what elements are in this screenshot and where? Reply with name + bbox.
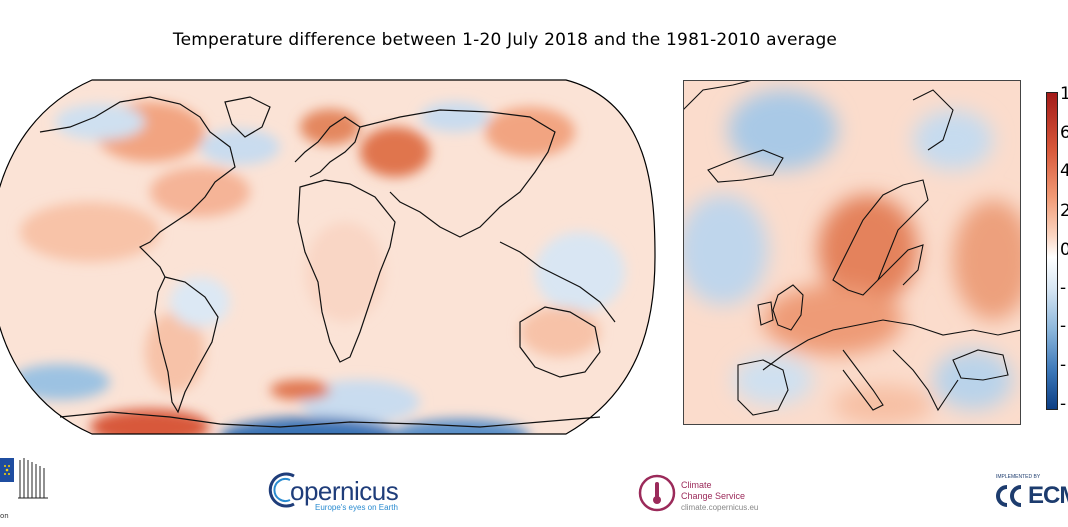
anomaly-black-sea bbox=[933, 350, 1013, 410]
copernicus-wordmark: opernicus bbox=[290, 476, 399, 506]
copernicus-tagline: Europe's eyes on Earth bbox=[315, 503, 398, 512]
anomaly-siberia bbox=[420, 102, 490, 132]
anomaly-antarctic-cold-east bbox=[390, 419, 530, 434]
coast-asia bbox=[359, 109, 556, 238]
coast-south-america bbox=[154, 276, 219, 414]
anomaly-caspian bbox=[360, 127, 430, 177]
anomaly-australia bbox=[520, 307, 600, 357]
anomaly-central-europe bbox=[763, 285, 903, 355]
anomaly-south-america bbox=[145, 312, 205, 392]
ecmwf-arc-2 bbox=[1010, 485, 1022, 507]
coast-antarctica bbox=[59, 411, 601, 428]
colorbar-tick-label: - bbox=[1060, 316, 1067, 336]
c3s-name-line2: Change Service bbox=[681, 491, 746, 501]
anomaly-iceland-sea bbox=[728, 90, 838, 170]
ecmwf-arc-1 bbox=[996, 485, 1008, 507]
copernicus-inner-arc bbox=[273, 478, 291, 502]
anomaly-east-us bbox=[150, 167, 250, 217]
anomaly-barents bbox=[913, 110, 993, 170]
coast-continent bbox=[762, 319, 1021, 371]
colorbar-tick-label: 2 bbox=[1060, 201, 1068, 221]
coast-north-sea bbox=[912, 89, 954, 151]
colorbar-tick-label: 6 bbox=[1060, 123, 1068, 143]
anomaly-w-pacific bbox=[535, 232, 625, 312]
c3s-name-line1: Climate bbox=[681, 480, 712, 490]
anomaly-pacific bbox=[20, 202, 160, 262]
coast-baltic bbox=[877, 244, 924, 286]
colorbar-tick-label: 1 bbox=[1060, 84, 1068, 104]
anomaly-n-atlantic bbox=[200, 129, 280, 165]
colorbar-tick-label: - bbox=[1060, 278, 1067, 298]
anomaly-atlantic bbox=[683, 195, 768, 305]
anomaly-s-atlantic bbox=[300, 380, 420, 424]
coast-balkans bbox=[892, 349, 959, 412]
c3s-url: climate.copernicus.eu bbox=[681, 503, 759, 512]
ecmwf-logo bbox=[996, 485, 1022, 507]
copernicus-c-arc bbox=[268, 472, 295, 508]
coast-north-america bbox=[39, 96, 236, 278]
colorbar-gradient bbox=[1046, 92, 1058, 410]
anomaly-iberia-coast bbox=[733, 355, 813, 405]
coast-ireland bbox=[757, 301, 774, 326]
world-anomaly-map bbox=[0, 79, 656, 435]
anomaly-africa bbox=[305, 222, 385, 322]
eu-commission-building bbox=[18, 458, 48, 499]
coast-italy bbox=[842, 349, 884, 411]
ecmwf-implemented-by: IMPLEMENTED BY bbox=[996, 474, 1041, 480]
colorbar-tick-label: 4 bbox=[1060, 161, 1068, 181]
coast-british-isles bbox=[772, 284, 804, 331]
eu-logo-text: on bbox=[0, 512, 9, 520]
figure-title: Temperature difference between 1-20 July… bbox=[172, 30, 838, 50]
europe-coastlines bbox=[683, 80, 1021, 416]
coast-scandinavia bbox=[832, 179, 929, 296]
anomaly-south-warm bbox=[270, 380, 330, 400]
map-frame bbox=[0, 79, 656, 435]
eu-flag-logo bbox=[0, 458, 48, 499]
anomaly-scandinavia bbox=[818, 195, 918, 305]
coast-se-asia bbox=[499, 241, 616, 323]
copernicus-logo bbox=[268, 472, 295, 508]
c3s-ring bbox=[638, 474, 676, 512]
thermometer-icon bbox=[655, 482, 659, 498]
anomaly-russia bbox=[953, 200, 1021, 320]
anomaly-antarctic-cold bbox=[220, 417, 400, 434]
anomaly-s-pacific bbox=[10, 364, 110, 400]
anomaly-alaska bbox=[55, 104, 145, 140]
europe-anomaly-map bbox=[683, 80, 1021, 425]
anomaly-east-asia bbox=[485, 107, 575, 157]
coast-iberia bbox=[737, 359, 789, 416]
c3s-logo bbox=[638, 474, 676, 512]
coast-black-sea bbox=[952, 349, 1009, 381]
ecmwf-wordmark: ECM bbox=[1028, 482, 1068, 509]
colorbar-tick-label: 0 bbox=[1060, 240, 1068, 260]
coastlines bbox=[39, 96, 616, 428]
coast-greenland-eu bbox=[683, 80, 754, 111]
anomaly-e-pacific bbox=[170, 277, 230, 327]
coast-australia bbox=[519, 306, 601, 378]
coast-africa bbox=[297, 179, 396, 363]
c3s-name: Climate Change Service bbox=[681, 480, 761, 502]
colorbar-tick-label: - bbox=[1060, 394, 1067, 414]
europe-map-frame bbox=[683, 80, 1021, 425]
colorbar-tick-label: - bbox=[1060, 355, 1067, 375]
colorbar bbox=[1046, 92, 1058, 410]
coast-iceland bbox=[707, 149, 784, 183]
coast-greenland bbox=[224, 96, 271, 138]
